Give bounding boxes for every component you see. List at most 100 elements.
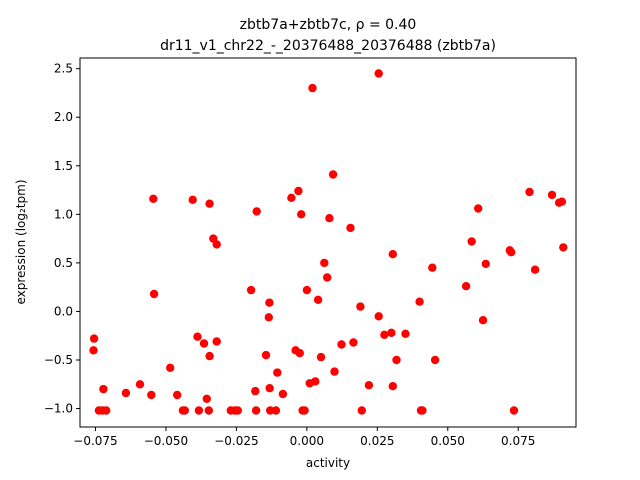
data-point — [287, 193, 296, 202]
y-axis: −1.0 −0.5 0.0 0.5 1.0 1.5 2.0 2.5 — [44, 62, 80, 416]
x-axis-label: activity — [306, 456, 350, 470]
data-point — [430, 355, 440, 365]
data-point — [308, 83, 317, 93]
data-point — [337, 340, 346, 349]
data-point — [316, 352, 326, 362]
data-point — [388, 382, 397, 391]
data-point — [297, 210, 306, 219]
data-point — [89, 346, 98, 355]
data-point — [530, 265, 540, 274]
data-point — [330, 367, 339, 376]
x-tick-label: 0.075 — [501, 434, 535, 448]
y-tick-label: 0.0 — [54, 304, 73, 318]
data-point — [294, 186, 303, 196]
data-point — [467, 237, 476, 246]
data-point — [311, 377, 320, 386]
data-point — [356, 302, 365, 311]
data-point — [246, 285, 256, 295]
data-point — [302, 285, 312, 295]
data-point — [251, 406, 261, 415]
x-tick-label: −0.025 — [214, 434, 258, 448]
data-point — [233, 406, 242, 415]
data-point — [478, 316, 488, 325]
data-point — [328, 170, 338, 179]
data-point — [99, 384, 108, 394]
data-point — [320, 258, 329, 268]
data-point — [194, 406, 204, 415]
data-point — [180, 406, 189, 415]
data-point — [149, 289, 159, 299]
y-axis-label: expression (log₂tpm) — [14, 179, 28, 304]
data-point — [121, 388, 131, 398]
data-point — [102, 406, 111, 415]
y-tick-label: −0.5 — [44, 353, 73, 367]
y-tick-label: 1.5 — [54, 159, 73, 173]
data-point — [547, 190, 557, 200]
data-point — [557, 197, 567, 206]
data-point — [374, 312, 383, 321]
data-point — [300, 406, 309, 415]
data-point — [273, 368, 282, 377]
data-point — [374, 69, 383, 78]
y-tick-label: 2.0 — [54, 110, 73, 124]
data-point — [346, 223, 355, 233]
data-point — [271, 406, 281, 415]
data-point — [261, 350, 271, 360]
data-point — [507, 248, 516, 257]
y-tick-label: −1.0 — [44, 402, 73, 416]
data-point — [313, 295, 323, 304]
plot-frame — [79, 57, 577, 428]
data-point — [509, 406, 519, 415]
data-point — [525, 187, 534, 197]
data-point — [392, 355, 401, 365]
data-point — [401, 329, 410, 338]
chart-title-line1: zbtb7a+zbtb7c, ρ = 0.40 — [240, 17, 417, 33]
data-point — [205, 199, 214, 208]
x-tick-label: 0.025 — [360, 434, 394, 448]
data-point — [147, 390, 156, 400]
data-point — [212, 337, 221, 346]
data-point — [559, 243, 568, 252]
x-tick-label: −0.050 — [144, 434, 188, 448]
data-point — [212, 240, 221, 249]
y-tick-label: 2.5 — [54, 62, 73, 76]
data-point — [428, 263, 437, 272]
x-tick-label: 0.050 — [431, 434, 465, 448]
data-point — [387, 328, 396, 337]
data-point — [149, 194, 158, 203]
data-point — [415, 297, 424, 306]
data-point — [349, 338, 358, 347]
data-point — [199, 339, 209, 348]
x-tick-label: 0.000 — [290, 434, 324, 448]
data-point — [380, 330, 389, 339]
y-tick-label: 0.5 — [54, 256, 73, 270]
data-point — [325, 214, 334, 223]
data-point — [89, 334, 99, 343]
data-point — [193, 332, 202, 341]
y-tick-label: 1.0 — [54, 207, 73, 221]
points-layer — [89, 69, 568, 415]
chart-title-line2: dr11_v1_chr22_-_20376488_20376488 (zbtb7… — [160, 38, 496, 54]
data-point — [364, 381, 374, 390]
data-point — [357, 406, 366, 415]
data-point — [251, 386, 260, 396]
data-point — [481, 259, 490, 269]
data-point — [264, 313, 273, 322]
data-point — [202, 394, 211, 403]
data-point — [461, 282, 471, 291]
data-point — [166, 363, 175, 372]
x-axis: −0.075 −0.050 −0.025 0.000 0.025 0.050 0.075 — [73, 427, 535, 448]
data-point — [188, 195, 197, 204]
data-point — [295, 349, 304, 358]
data-point — [173, 390, 182, 400]
data-point — [323, 273, 332, 282]
data-point — [418, 406, 427, 415]
data-point — [252, 207, 261, 216]
data-point — [205, 351, 214, 361]
data-point — [265, 384, 274, 393]
data-point — [474, 204, 483, 213]
data-point — [388, 250, 397, 259]
data-point — [204, 406, 213, 415]
data-point — [135, 380, 145, 389]
